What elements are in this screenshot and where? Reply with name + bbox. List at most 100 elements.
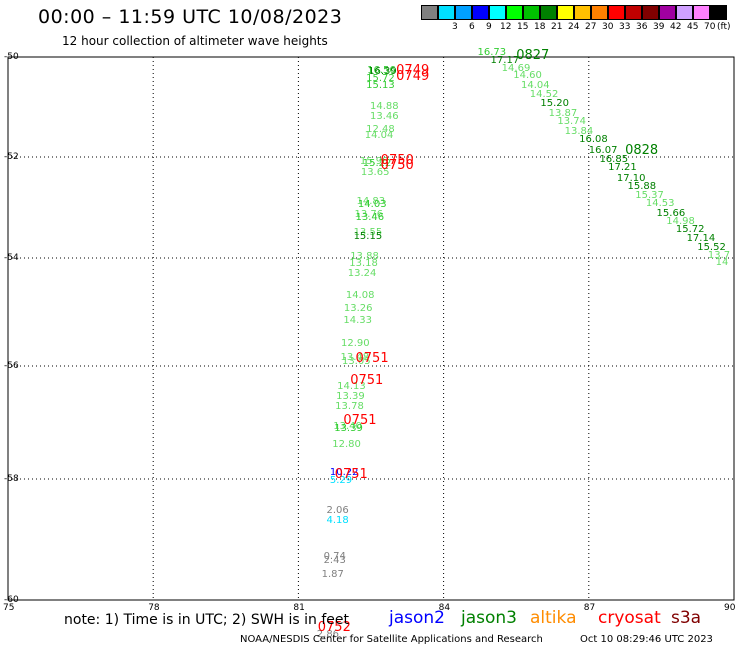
colorbar-label: 6 bbox=[469, 22, 475, 32]
wave-height-value: 13.39 bbox=[334, 423, 363, 435]
wave-height-value: 2.86 bbox=[316, 628, 340, 640]
wave-height-value: 15.52 bbox=[697, 241, 726, 253]
wave-height-value: 14.60 bbox=[513, 70, 542, 81]
wave-height-value: 13.46 bbox=[355, 211, 385, 223]
longitude-tick-label: 75 bbox=[3, 603, 15, 613]
wave-height-value: 15.88 bbox=[627, 181, 657, 193]
wave-height-value: 15.13 bbox=[366, 80, 395, 91]
credit-line: NOAA/NESDIS Center for Satellite Applica… bbox=[240, 634, 543, 645]
colorbar-swatch bbox=[472, 5, 489, 20]
wave-height-value: 15.37 bbox=[635, 190, 664, 202]
colorbar-swatch bbox=[455, 5, 472, 20]
longitude-tick-label: 84 bbox=[438, 603, 451, 613]
satellite-name: jason2 bbox=[389, 608, 445, 628]
colorbar-unit: (ft) bbox=[717, 22, 731, 32]
wave-height-value: 14.98 bbox=[666, 215, 695, 227]
colorbar-label: 36 bbox=[636, 22, 648, 32]
wave-height-value: 13.65 bbox=[360, 166, 390, 178]
colorbar-label: 21 bbox=[551, 22, 563, 32]
wave-height-value: 16.39 bbox=[368, 65, 397, 77]
wave-height-value: 13.48 bbox=[340, 352, 370, 364]
latitude-tick-label: -52 bbox=[4, 152, 19, 162]
wave-height-value: 13.7 bbox=[707, 249, 731, 261]
colorbar-swatch bbox=[557, 5, 574, 20]
wave-height-value: 1.87 bbox=[321, 568, 344, 580]
colorbar-swatch bbox=[506, 5, 523, 20]
wave-height-value: 15.66 bbox=[656, 208, 686, 220]
longitude-tick-label: 87 bbox=[583, 603, 596, 613]
wave-height-value: 14.04 bbox=[521, 80, 550, 91]
satellite-name: altika bbox=[530, 608, 577, 628]
units-note: note: 1) Time is in UTC; 2) SWH is in fe… bbox=[64, 612, 350, 628]
latitude-tick-label: -50 bbox=[4, 52, 19, 62]
colorbar-label: 30 bbox=[602, 22, 614, 32]
wave-height-value: 17.14 bbox=[686, 232, 716, 244]
wave-height-value: 13.84 bbox=[564, 126, 594, 137]
wave-height-value: 2.43 bbox=[323, 554, 346, 566]
wave-height-value: 13.24 bbox=[347, 268, 377, 280]
wave-height-value: 13.88 bbox=[350, 250, 379, 262]
colorbar-swatch bbox=[574, 5, 591, 20]
wave-height-value: 13.26 bbox=[343, 303, 373, 315]
wave-height-value: 13.76 bbox=[354, 209, 384, 221]
longitude-tick-label: 78 bbox=[148, 603, 160, 613]
wave-height-value: 16.07 bbox=[588, 144, 618, 156]
pass-time-label: 0750 bbox=[380, 157, 414, 173]
colorbar-swatch bbox=[523, 5, 540, 20]
wave-height-value: 13.74 bbox=[557, 116, 586, 127]
colorbar-swatch bbox=[710, 5, 727, 20]
colorbar-swatch bbox=[608, 5, 625, 20]
wave-height-value: 15.22 bbox=[362, 157, 392, 169]
pass-time-label: 0750 bbox=[380, 152, 414, 168]
colorbar-swatch bbox=[591, 5, 608, 20]
wave-height-value: 17.10 bbox=[616, 172, 646, 184]
wave-height-value: 15.15 bbox=[353, 230, 383, 242]
wave-height-value: 13.18 bbox=[349, 258, 378, 270]
colorbar-swatch bbox=[489, 5, 506, 20]
wave-height-value: 13.87 bbox=[548, 107, 578, 119]
colorbar-label: 70 bbox=[704, 22, 716, 32]
wave-height-value: 16.08 bbox=[579, 134, 608, 145]
colorbar-swatch bbox=[642, 5, 659, 20]
colorbar-label: 18 bbox=[534, 22, 546, 32]
colorbar-swatch bbox=[625, 5, 642, 20]
wave-height-value: 14.88 bbox=[370, 101, 399, 112]
wave-height-value: 13.55 bbox=[353, 226, 383, 238]
wave-height-value: 13.05 bbox=[341, 355, 371, 367]
wave-height-value: 14.33 bbox=[343, 314, 373, 326]
wave-height-value: 14.69 bbox=[501, 62, 531, 74]
wave-height-value: 15.98 bbox=[359, 155, 389, 167]
pass-time-label: 0751 bbox=[334, 467, 368, 483]
generated-timestamp: Oct 10 08:29:46 UTC 2023 bbox=[580, 634, 713, 645]
colorbar-swatch bbox=[540, 5, 557, 20]
wave-height-value: 2.06 bbox=[326, 505, 349, 517]
wave-height-value: 0.74 bbox=[323, 551, 346, 563]
wave-height-value: 17.17 bbox=[490, 55, 520, 66]
pass-time-label: 0828 bbox=[625, 142, 659, 158]
colorbar-label: 39 bbox=[653, 22, 665, 32]
wave-height-value: 16.73 bbox=[477, 47, 507, 58]
wave-height-value: 13.40 bbox=[333, 421, 362, 433]
wave-height-value: 14 bbox=[715, 257, 729, 269]
wave-height-value: 14.13 bbox=[337, 381, 366, 393]
wave-height-value: 13.78 bbox=[335, 400, 364, 412]
wave-height-value: 14.53 bbox=[645, 198, 675, 210]
pass-time-label: 0749 bbox=[396, 62, 430, 78]
latitude-tick-label: -60 bbox=[4, 595, 19, 605]
pass-time-label: 0752 bbox=[317, 620, 351, 635]
latitude-tick-label: -56 bbox=[4, 361, 19, 371]
satellite-name: jason3 bbox=[461, 608, 517, 628]
pass-time-label: 0751 bbox=[355, 350, 389, 366]
colorbar-label: 12 bbox=[500, 22, 512, 32]
wave-height-value: 14.03 bbox=[357, 198, 387, 210]
latitude-tick-label: -54 bbox=[4, 253, 19, 263]
longitude-tick-label: 81 bbox=[293, 603, 305, 613]
wave-height-value: 12.90 bbox=[340, 338, 370, 350]
colorbar-label: 33 bbox=[619, 22, 631, 32]
latitude-tick-label: -58 bbox=[4, 474, 19, 484]
colorbar-label: 24 bbox=[568, 22, 580, 32]
colorbar-swatch bbox=[676, 5, 693, 20]
wave-height-value: 13.39 bbox=[336, 390, 365, 402]
pass-time-label: 0751 bbox=[350, 373, 384, 389]
colorbar-swatch bbox=[693, 5, 710, 20]
